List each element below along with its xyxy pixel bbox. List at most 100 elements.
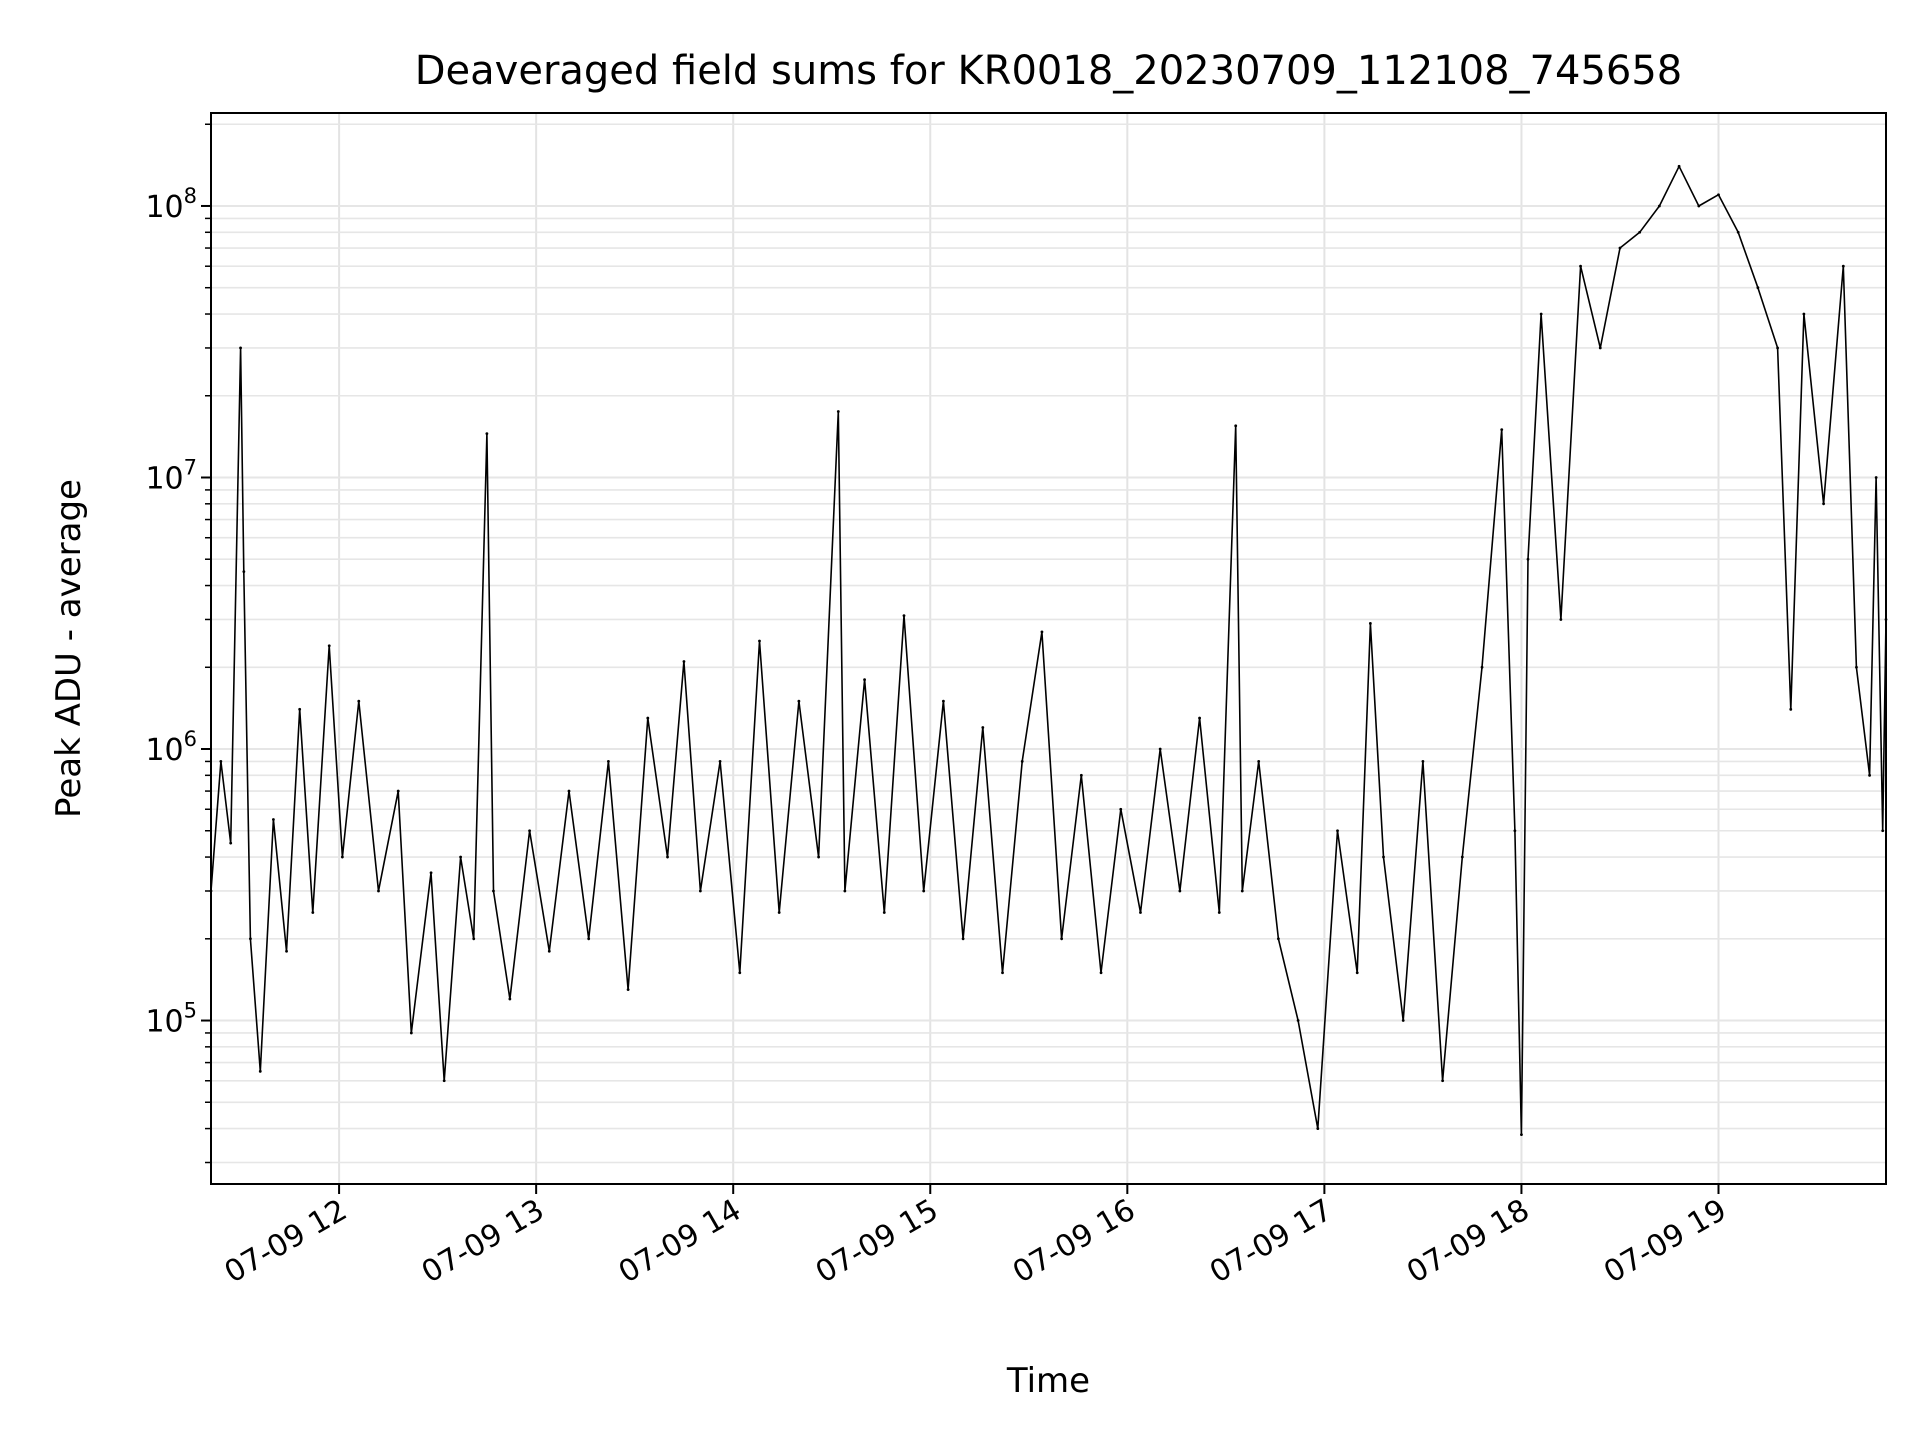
data-point [961,937,965,941]
data-point [285,949,288,953]
data-point [429,871,433,875]
data-point [1513,829,1517,833]
data-point [587,937,591,941]
grid [211,113,1886,1184]
y-tick-label: 107 [145,455,197,496]
series-line [210,165,1887,1136]
data-point [1756,286,1760,290]
data-point [1119,807,1123,811]
data-point [472,937,476,941]
data-point [442,1079,446,1083]
y-tick-exponent: 6 [184,727,197,751]
data-point [492,889,495,893]
data-point [1368,622,1372,625]
data-point [258,1069,262,1073]
data-point [646,716,650,720]
data-point [1776,346,1780,350]
data-point [239,346,242,350]
data-point [1198,716,1201,720]
data-point [1139,911,1142,914]
data-point [607,760,610,763]
data-point [1316,1127,1320,1130]
data-point [942,699,945,703]
data-point [1001,971,1004,975]
y-tick-base: 10 [145,461,183,496]
y-tick-label: 108 [145,184,197,225]
series-layer [209,164,1888,1137]
data-point [1234,424,1238,428]
data-point [843,889,847,893]
data-point [738,971,742,975]
data-point [1657,204,1661,208]
data-point [229,841,233,845]
data-point [981,726,985,729]
data-point [1020,760,1024,763]
data-point [1520,1133,1523,1137]
data-point [298,707,302,711]
data-point [1421,760,1425,763]
data-point [1257,760,1261,763]
data-point [698,889,702,893]
data-point [1500,428,1504,432]
data-point [311,911,315,914]
data-point [1480,665,1484,669]
data-point [758,639,761,643]
data-point [797,699,801,703]
y-tick-base: 10 [145,190,183,225]
data-point [272,818,275,821]
plot-frame [210,112,1887,1185]
y-tick-label: 106 [145,727,197,768]
data-point [1460,855,1464,859]
data-point [922,889,926,893]
y-tick-exponent: 7 [184,455,197,479]
data-point [1802,312,1806,316]
data-point [396,789,400,793]
data-point [1355,971,1359,975]
data-point [1822,502,1825,506]
data-point [1717,193,1720,197]
y-axis-label: Peak ADU - average [49,479,89,818]
data-point [1579,264,1582,268]
data-point [1868,773,1871,777]
data-point [863,678,866,682]
data-point [1441,1079,1445,1083]
data-point [626,988,630,991]
data-point [219,760,223,763]
data-point [817,855,820,859]
data-point [485,432,489,436]
data-point [547,949,551,953]
data-point [1881,829,1885,833]
data-point [242,570,246,574]
data-point [1040,630,1044,634]
y-tick-exponent: 5 [184,999,197,1023]
data-point [1296,1019,1300,1022]
y-tick-label: 105 [145,999,197,1040]
data-point [340,855,344,859]
chart-title: Deaveraged field sums for KR0018_2023070… [415,48,1683,94]
data-point [1099,971,1103,975]
data-point [1277,937,1280,941]
data-point [1401,1019,1405,1022]
data-point [902,614,906,617]
data-point [1158,747,1162,751]
data-point [1598,346,1602,350]
data-point [1638,230,1642,234]
data-point [1526,557,1530,561]
data-point [1336,829,1339,833]
data-point [1677,164,1681,168]
data-point [1559,618,1563,621]
data-point [836,410,840,413]
data-point [1855,665,1858,669]
data-point [1841,264,1845,268]
data-point [567,789,571,793]
data-point [777,911,781,914]
data-point [882,911,886,914]
data-point [1874,476,1878,479]
y-tick-base: 10 [145,1005,183,1040]
data-point [1240,889,1244,893]
data-point [249,937,252,941]
y-tick-exponent: 8 [184,184,197,208]
data-point [1736,230,1740,234]
data-point [1382,855,1385,859]
